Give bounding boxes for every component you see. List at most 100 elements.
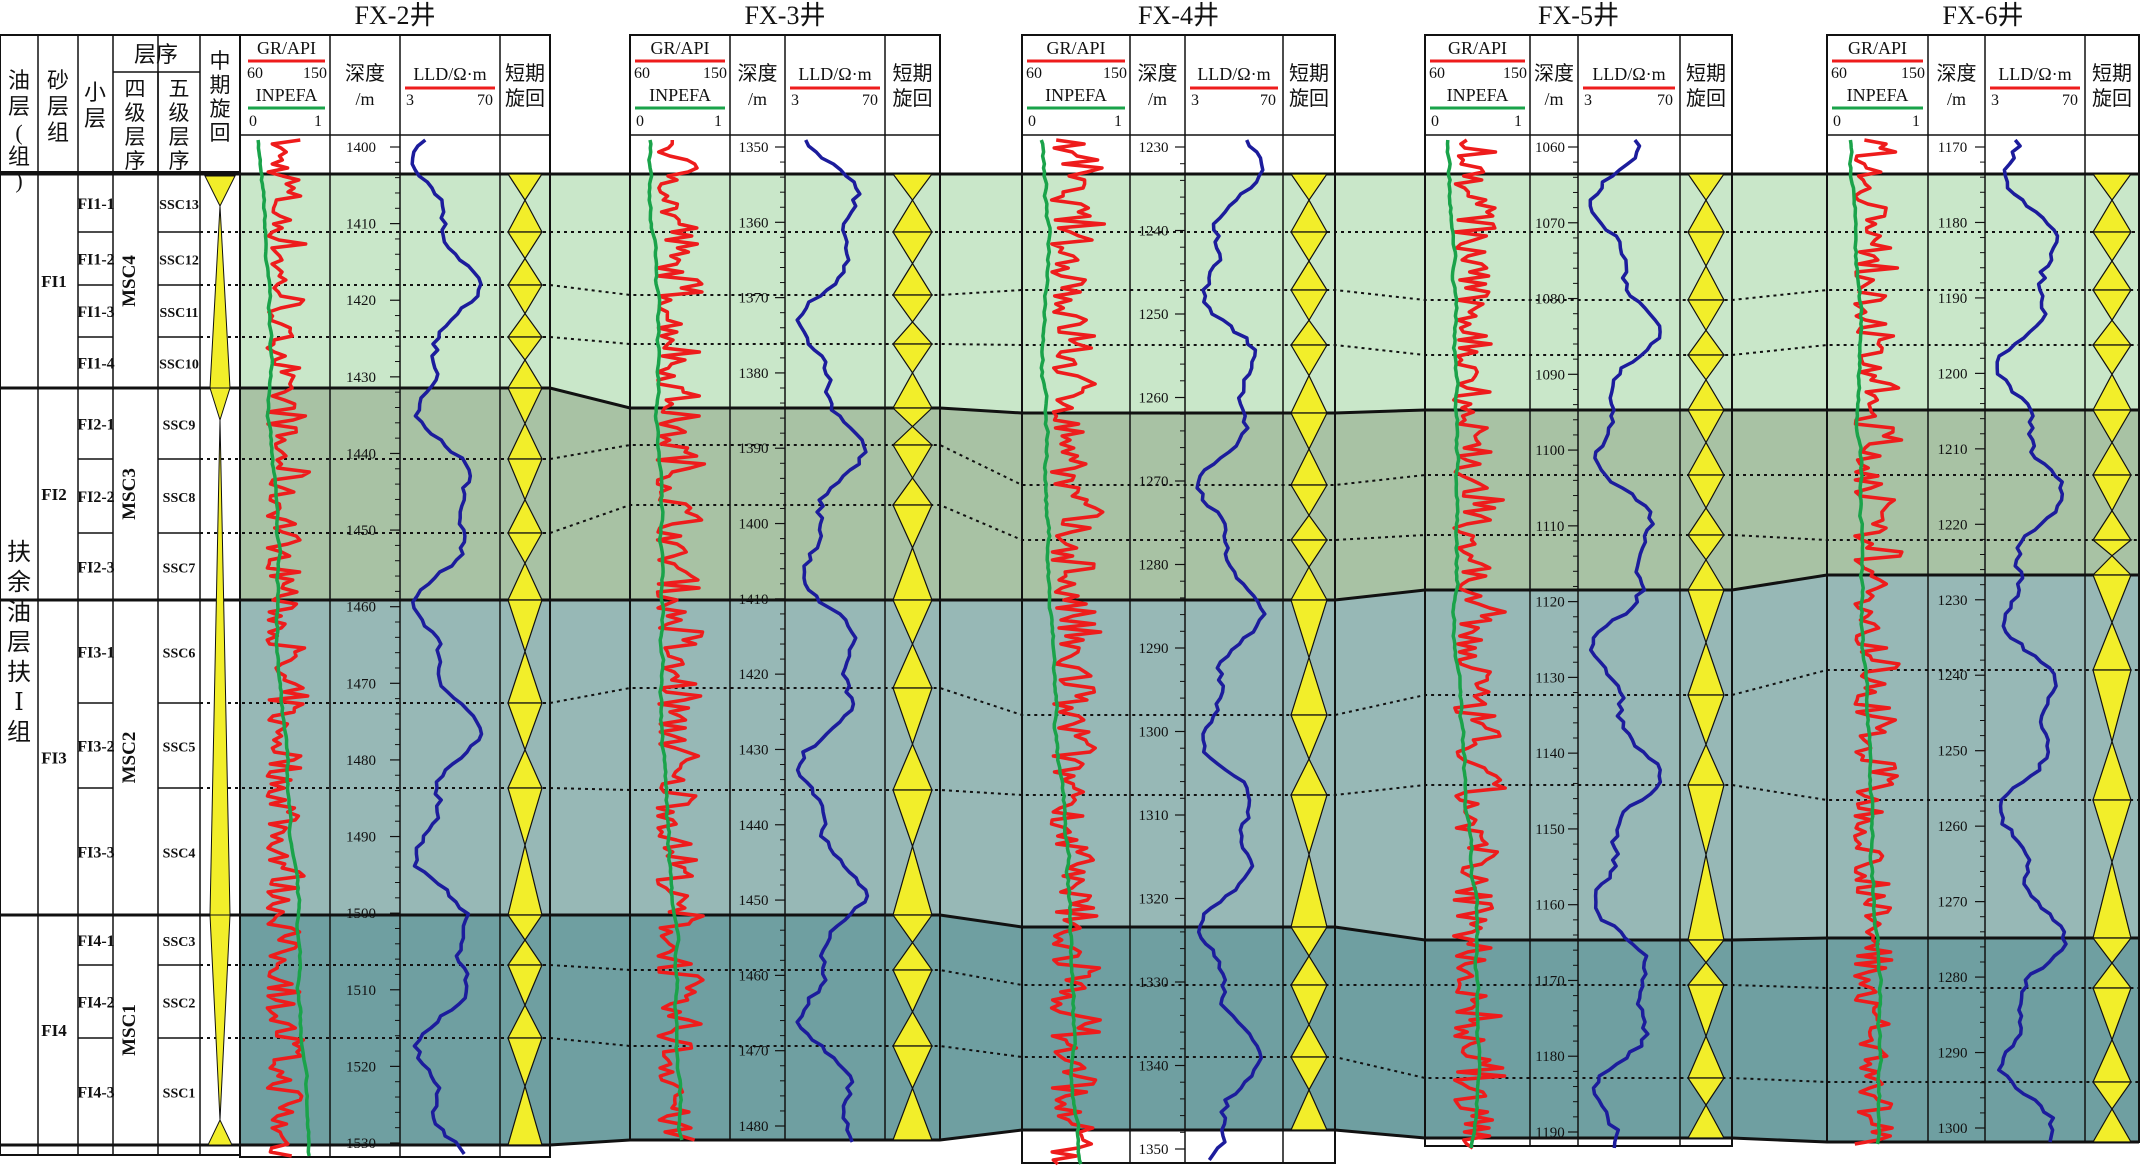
msc-label: MSC2 <box>119 732 140 784</box>
ssc-boundary <box>200 1037 2139 1083</box>
sequence-bands <box>0 174 2139 1145</box>
depth-label: 1160 <box>1535 898 1564 914</box>
depth-label: 1130 <box>1535 670 1564 686</box>
short-cycle-triangle-down <box>1687 694 1725 747</box>
sublayer-label: FI1-1 <box>77 196 114 213</box>
sublayer-label: FI3-3 <box>77 845 114 862</box>
well-title: FX-2井 <box>355 1 436 30</box>
short-cycle-triangle-down <box>891 173 934 202</box>
short-cycle-triangle-down <box>2091 937 2133 964</box>
gr-curve <box>1049 138 1107 1166</box>
short-cycle-triangle-down <box>1290 412 1328 451</box>
mid-cycle-triangle <box>209 387 231 422</box>
sublayer-label: FI2-2 <box>77 489 114 506</box>
short-cycle-triangle-down <box>892 789 933 849</box>
inpefa-curve <box>1039 139 1083 1165</box>
short-cycle-triangle-down <box>892 969 933 1014</box>
depth-label: 1370 <box>739 291 769 307</box>
short-cycle-header: 短期 <box>2092 62 2132 85</box>
ssc-label: SSC13 <box>159 198 199 213</box>
depth-label: 1430 <box>739 742 769 758</box>
inpefa-header: INPEFA <box>1447 85 1509 105</box>
depth-label: 1120 <box>1535 595 1564 611</box>
well-title: FX-5井 <box>1538 1 1619 30</box>
depth-label: 1410 <box>346 217 376 233</box>
sequence-band-msc3 <box>240 388 2139 600</box>
oil-layer-name-char: 余 <box>7 569 31 596</box>
short-cycle-triangle-down <box>2091 409 2133 444</box>
depth-label: 1480 <box>739 1119 769 1135</box>
lld-max: 70 <box>862 92 878 109</box>
short-cycle-triangle-down <box>1289 289 1329 322</box>
short-cycle-header-2: 旋回 <box>1686 87 1726 110</box>
short-cycle-triangle-down <box>1290 714 1328 761</box>
col-mid-cycle-char: 旋 <box>210 97 231 121</box>
depth-label: 1470 <box>346 676 376 692</box>
lld-curve <box>795 139 870 1143</box>
short-cycle-triangle-down <box>891 343 934 374</box>
sublayer-label: FI2-3 <box>77 560 114 577</box>
depth-label: 1250 <box>1139 307 1169 323</box>
depth-label: 1100 <box>1535 443 1564 459</box>
depth-label: 1110 <box>1536 519 1565 535</box>
col-mid-cycle-char: 期 <box>210 73 231 97</box>
depth-label: 1270 <box>1139 474 1169 490</box>
msc-label: MSC3 <box>119 468 140 520</box>
short-cycle-triangle-down <box>507 599 543 654</box>
short-cycle-triangle-up <box>892 1086 933 1141</box>
depth-label: 1470 <box>739 1044 769 1060</box>
short-cycle-header: 短期 <box>505 62 545 85</box>
depth-label: 1290 <box>1938 1046 1968 1062</box>
short-cycle-triangle-down <box>1686 409 1726 444</box>
col-sublayer-char: 层 <box>84 106 106 131</box>
gr-max: 150 <box>703 65 727 82</box>
depth-label: 1270 <box>1938 895 1968 911</box>
inpefa-header: INPEFA <box>1045 85 1107 105</box>
short-cycle-triangle-down <box>1686 474 1726 510</box>
col-sand-group-char: 砂 <box>47 68 69 93</box>
lld-max: 70 <box>477 92 493 109</box>
short-cycle-triangle-down <box>891 294 934 323</box>
short-cycle-triangle-down <box>507 458 543 502</box>
inpefa-max: 1 <box>714 113 722 130</box>
oil-layer-name-char: 扶 <box>7 539 31 566</box>
short-cycle-triangle-down <box>1687 589 1725 645</box>
lld-curve <box>1995 138 2068 1143</box>
inpefa-min: 0 <box>249 113 257 130</box>
depth-label: 1150 <box>1535 822 1564 838</box>
sequence-band-msc2 <box>240 575 2139 940</box>
short-cycle-triangle-down <box>1289 344 1329 377</box>
gr-min: 60 <box>1831 65 1847 82</box>
short-cycle-triangle-down <box>506 231 544 260</box>
short-cycle-triangle-up <box>507 1083 543 1146</box>
short-cycle-triangle-down <box>1687 231 1725 268</box>
lld-min: 3 <box>406 92 414 109</box>
short-cycle-triangle-up <box>1686 1103 1726 1139</box>
depth-label: 1170 <box>1938 140 1967 156</box>
short-cycle-triangle-down <box>1289 1056 1329 1092</box>
ssc-label: SSC5 <box>163 741 196 756</box>
short-cycle-triangle-down <box>2091 289 2133 322</box>
short-cycle-header-2: 旋回 <box>505 87 545 110</box>
short-cycle-triangle-down <box>1289 173 1329 202</box>
depth-label: 1210 <box>1938 442 1968 458</box>
short-cycle-triangle-down <box>2091 344 2133 376</box>
ssc-boundary <box>200 336 2139 356</box>
depth-label: 1500 <box>346 906 376 922</box>
oil-layer-name-char: 层 <box>7 630 31 656</box>
depth-label: 1350 <box>739 140 769 156</box>
col-oil-layer: 油层 <box>8 68 30 119</box>
short-cycle-triangle-down <box>1289 484 1329 517</box>
inpefa-max: 1 <box>1514 113 1522 130</box>
ssc-label: SSC11 <box>160 306 199 321</box>
sand-group-3: FI3 <box>41 749 67 768</box>
gr-min: 60 <box>1429 65 1445 82</box>
depth-header: 深度 <box>1937 62 1977 85</box>
short-cycle-triangle-down <box>507 702 543 752</box>
ssc-label: SSC2 <box>163 997 196 1012</box>
gr-header: GR/API <box>650 38 709 58</box>
lld-header: LLD/Ω·m <box>798 64 871 84</box>
depth-label: 1260 <box>1139 391 1169 407</box>
